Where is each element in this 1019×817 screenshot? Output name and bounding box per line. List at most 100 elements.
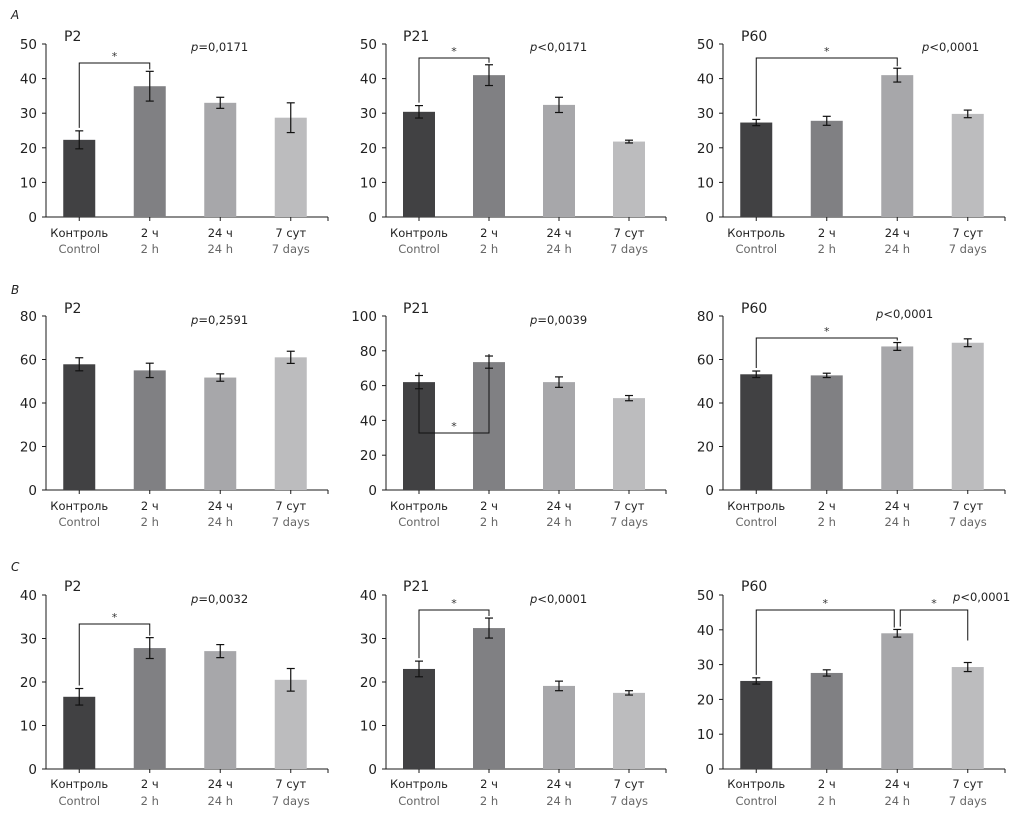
p-symbol: p [921,40,929,54]
bar [63,364,96,490]
y-tick-label: 20 [360,675,377,691]
y-tick-label: 0 [705,762,714,778]
bar [881,633,914,769]
chart-c-p60: 0 10 20 30 40 50 P60 p<0,0001 Контроль Control 2 ч… [697,579,1010,808]
bar [613,692,645,769]
category-label-ru: Контроль [50,777,108,791]
category-label-ru: 24 ч [885,777,910,791]
p-value: =0,0039 [537,313,587,327]
category-label-ru: 24 ч [208,226,233,240]
y-tick-label: 0 [28,762,37,778]
category-label-ru: Контроль [727,499,785,513]
p-value-label: p=0,2591 [190,313,248,327]
bar [63,696,96,769]
bar [881,346,914,490]
panel-letter-b: B [11,283,19,297]
category-label-ru: 2 ч [480,499,498,513]
y-tick-label: 20 [697,141,714,157]
y-tick-label: 40 [20,588,37,604]
y-tick-label: 40 [360,72,377,88]
y-tick-label: 10 [20,719,37,735]
category-label-en: 2 h [141,515,159,529]
category-label-en: 24 h [546,515,572,529]
bar [951,113,984,217]
y-tick-label: 0 [28,210,37,226]
charts-grid: 0 10 20 30 40 50 P2 p=0,0171 Контроль Control 2 ч 2… [20,29,1010,808]
category-label-en: Control [735,794,777,808]
category-label-ru: 7 сут [614,499,645,513]
p-value-label: p=0,0039 [529,313,587,327]
chart-b-p21: 0 20 40 60 80 100 P21 p=0,0039 Контроль Control 2 … [351,301,667,529]
p-value: =0,0032 [198,592,248,606]
bar [951,667,984,769]
p-value: =0,2591 [198,313,248,327]
bar [951,342,984,490]
chart-title: P21 [403,29,429,45]
category-label-en: 2 h [818,794,836,808]
chart-title: P21 [403,579,429,595]
category-label-en: Control [58,242,100,256]
p-value-label: p<0,0001 [921,40,979,54]
significance-bracket [418,609,490,659]
bar [740,374,773,490]
category-label-en: Control [58,515,100,529]
y-tick-label: 10 [697,175,714,191]
category-label-ru: 24 ч [546,226,571,240]
bar [810,375,843,490]
category-label-en: 2 h [141,242,159,256]
y-tick-label: 50 [697,588,714,604]
chart-c-p2: 0 10 20 30 40 P2 p=0,0032 Контроль Control 2 ч 2 h… [20,579,329,808]
significance-bracket [418,354,490,434]
y-tick-label: 60 [20,353,37,369]
p-value-label: p=0,0171 [190,40,248,54]
p-symbol: p [952,590,960,604]
y-tick-label: 20 [20,675,37,691]
bar [613,141,645,217]
bar [403,668,435,769]
category-label-ru: 2 ч [141,777,159,791]
category-label-en: 2 h [141,794,159,808]
significance-star: * [823,597,829,610]
y-tick-label: 10 [360,719,377,735]
bar [810,120,843,217]
category-label-ru: 24 ч [885,226,910,240]
category-label-en: 24 h [207,515,233,529]
y-tick-label: 40 [20,396,37,412]
chart-title: P2 [64,29,81,45]
y-tick-label: 20 [20,141,37,157]
y-tick-label: 0 [368,762,377,778]
category-label-ru: 7 сут [952,777,983,791]
y-tick-label: 30 [697,106,714,122]
p-symbol: p [529,40,537,54]
panel-letter-c: C [11,560,20,574]
category-label-ru: 7 сут [275,226,306,240]
y-tick-label: 20 [360,141,377,157]
p-value-label: p<0,0171 [529,40,587,54]
significance-bracket [755,57,898,117]
category-label-ru: 2 ч [818,777,836,791]
p-value: <0,0001 [883,307,933,321]
bar [473,628,505,769]
significance-star: * [451,45,457,58]
significance-star: * [824,325,830,338]
y-tick-label: 60 [360,379,377,395]
category-label-en: 2 h [480,794,498,808]
y-tick-label: 20 [20,440,37,456]
category-label-ru: 24 ч [208,499,233,513]
category-label-ru: 7 сут [275,499,306,513]
bar [274,117,307,217]
category-label-ru: Контроль [727,226,785,240]
bar [473,75,505,217]
y-tick-label: 40 [697,623,714,639]
y-tick-label: 100 [351,309,377,325]
category-label-en: 7 days [272,794,310,808]
category-label-ru: 7 сут [952,226,983,240]
chart-c-p21: 0 10 20 30 40 P21 p<0,0001 Контроль Control 2 ч 2 … [360,579,667,808]
category-label-ru: 24 ч [546,499,571,513]
chart-title: P60 [741,301,767,317]
bar [613,398,645,490]
bar [274,357,307,490]
category-label-ru: 7 сут [275,777,306,791]
y-tick-label: 20 [697,440,714,456]
category-label-ru: 24 ч [208,777,233,791]
